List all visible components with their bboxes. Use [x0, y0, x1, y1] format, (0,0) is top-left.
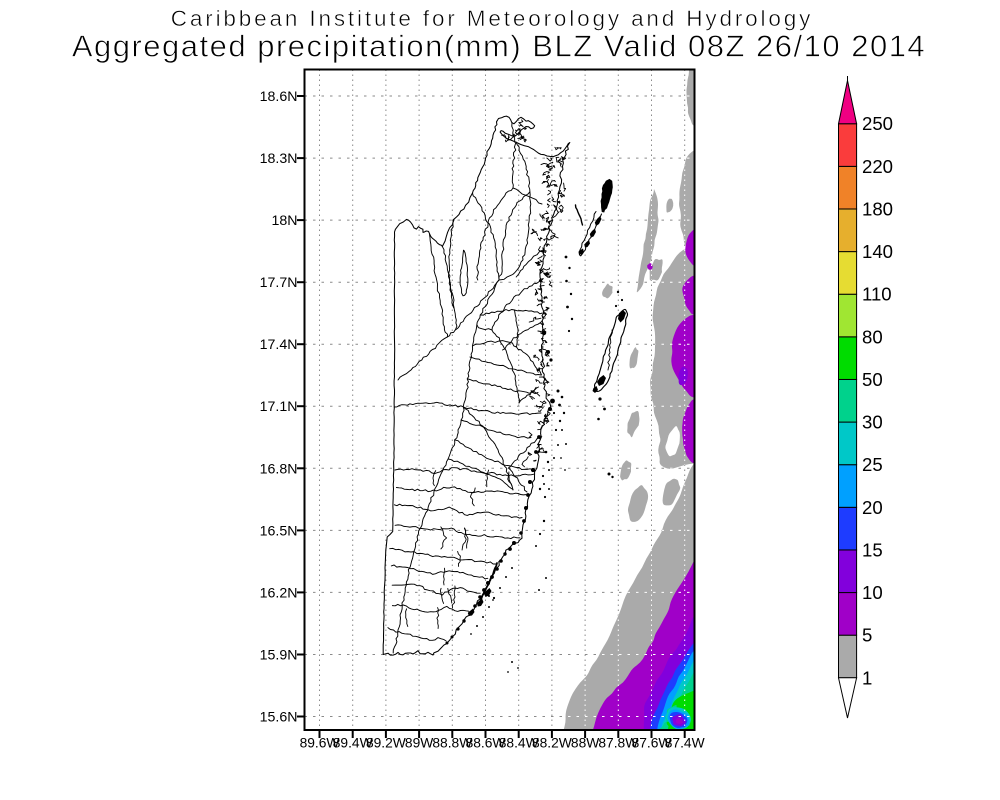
svg-text:250: 250 [862, 113, 893, 134]
svg-text:88.6W: 88.6W [466, 736, 506, 751]
svg-text:88.4W: 88.4W [499, 736, 539, 751]
svg-text:220: 220 [862, 156, 893, 177]
svg-text:80: 80 [862, 326, 883, 347]
svg-text:140: 140 [862, 241, 893, 262]
svg-text:15.6N: 15.6N [260, 710, 298, 726]
svg-text:Aggregated precipitation(mm) B: Aggregated precipitation(mm) BLZ Valid 0… [72, 29, 926, 64]
svg-text:1: 1 [862, 667, 872, 688]
svg-text:15.9N: 15.9N [260, 648, 298, 664]
svg-text:Caribbean Institute for Meteor: Caribbean Institute for Meteorology and … [171, 6, 813, 31]
svg-text:10: 10 [862, 582, 883, 603]
svg-text:30: 30 [862, 412, 883, 433]
svg-text:87.4W: 87.4W [665, 736, 705, 751]
svg-text:15: 15 [862, 539, 883, 560]
svg-text:17.1N: 17.1N [260, 399, 298, 415]
svg-text:88.2W: 88.2W [532, 736, 572, 751]
svg-text:17.4N: 17.4N [260, 337, 298, 353]
svg-text:20: 20 [862, 497, 883, 518]
svg-text:25: 25 [862, 454, 883, 475]
svg-text:180: 180 [862, 199, 893, 220]
svg-text:18.3N: 18.3N [260, 151, 298, 167]
svg-text:87.8W: 87.8W [598, 736, 638, 751]
svg-text:18.6N: 18.6N [260, 89, 298, 105]
svg-text:110: 110 [862, 284, 892, 305]
svg-text:87.6W: 87.6W [632, 736, 672, 751]
svg-text:17.7N: 17.7N [260, 275, 298, 291]
svg-text:16.8N: 16.8N [260, 461, 298, 477]
svg-text:89W: 89W [405, 736, 433, 751]
svg-text:18N: 18N [271, 213, 297, 229]
svg-text:16.5N: 16.5N [260, 523, 298, 539]
svg-text:88.8W: 88.8W [432, 736, 472, 751]
svg-text:89.4W: 89.4W [333, 736, 373, 751]
svg-text:89.2W: 89.2W [366, 736, 406, 751]
svg-text:89.6W: 89.6W [300, 736, 340, 751]
svg-text:5: 5 [862, 625, 872, 646]
svg-text:16.2N: 16.2N [260, 585, 298, 601]
svg-text:88W: 88W [571, 736, 599, 751]
svg-text:50: 50 [862, 369, 883, 390]
